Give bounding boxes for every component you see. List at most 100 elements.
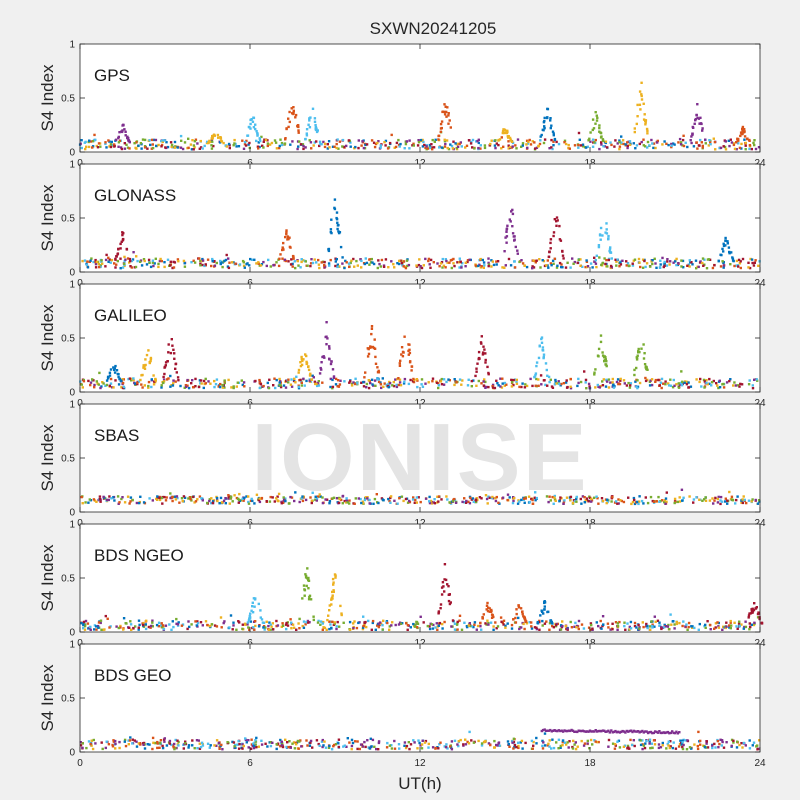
data-point bbox=[319, 495, 322, 498]
data-point bbox=[83, 141, 86, 144]
data-point bbox=[318, 266, 321, 270]
data-point bbox=[595, 265, 598, 269]
data-point bbox=[679, 141, 683, 144]
data-point bbox=[431, 138, 434, 142]
data-point bbox=[453, 378, 456, 381]
data-point bbox=[467, 624, 470, 627]
data-point bbox=[153, 741, 157, 745]
data-point bbox=[443, 113, 447, 116]
data-point bbox=[158, 746, 161, 749]
data-point bbox=[735, 264, 738, 267]
data-point bbox=[445, 110, 448, 114]
data-point bbox=[595, 114, 598, 117]
data-point bbox=[151, 143, 154, 146]
data-point bbox=[436, 262, 439, 265]
data-point bbox=[657, 495, 660, 499]
data-point bbox=[571, 729, 575, 732]
data-point bbox=[311, 107, 315, 110]
data-point bbox=[700, 385, 703, 388]
data-point bbox=[754, 259, 757, 262]
data-point bbox=[129, 259, 132, 263]
data-point bbox=[641, 743, 644, 746]
data-point bbox=[302, 358, 305, 361]
data-point bbox=[236, 743, 239, 746]
data-point bbox=[718, 386, 722, 389]
data-point bbox=[336, 227, 339, 231]
data-point bbox=[653, 625, 656, 628]
data-point bbox=[713, 499, 716, 502]
data-point bbox=[273, 377, 276, 380]
y-axis-label: S4 Index bbox=[38, 184, 57, 252]
data-point bbox=[710, 381, 714, 384]
data-point bbox=[552, 132, 555, 135]
data-point bbox=[227, 266, 231, 270]
data-point bbox=[546, 610, 549, 614]
data-point bbox=[590, 497, 593, 501]
data-point bbox=[294, 266, 297, 270]
data-point bbox=[577, 377, 580, 381]
data-point bbox=[385, 620, 389, 623]
data-point bbox=[297, 131, 300, 134]
data-point bbox=[587, 730, 590, 733]
data-point bbox=[112, 366, 115, 369]
data-point bbox=[559, 496, 562, 499]
x-tick-label: 0 bbox=[77, 278, 83, 289]
data-point bbox=[523, 616, 526, 620]
data-point bbox=[559, 384, 562, 387]
data-point bbox=[721, 260, 724, 263]
data-point bbox=[334, 576, 337, 579]
data-point bbox=[99, 619, 103, 622]
data-point bbox=[481, 616, 484, 619]
data-point bbox=[408, 348, 411, 351]
data-point bbox=[87, 740, 91, 743]
data-point bbox=[321, 501, 325, 505]
data-point bbox=[369, 261, 373, 264]
data-point bbox=[420, 747, 424, 750]
data-point bbox=[719, 738, 722, 741]
data-point bbox=[304, 498, 308, 502]
data-point bbox=[229, 495, 233, 498]
data-point bbox=[279, 745, 282, 748]
data-point bbox=[84, 619, 88, 623]
data-point bbox=[355, 259, 358, 263]
data-point bbox=[312, 144, 315, 147]
data-point bbox=[151, 146, 155, 150]
data-point bbox=[588, 729, 592, 732]
data-point bbox=[651, 731, 654, 735]
data-point bbox=[638, 103, 642, 106]
data-point bbox=[408, 351, 412, 355]
data-point bbox=[443, 745, 446, 748]
data-point bbox=[89, 625, 92, 629]
data-point bbox=[354, 377, 357, 380]
data-point bbox=[331, 497, 334, 500]
data-point bbox=[608, 249, 611, 253]
data-point bbox=[124, 622, 127, 625]
data-point bbox=[487, 495, 490, 498]
data-point bbox=[569, 387, 573, 390]
data-point bbox=[538, 620, 541, 624]
data-point bbox=[275, 497, 278, 500]
data-point bbox=[464, 265, 467, 268]
data-point bbox=[585, 260, 589, 263]
data-point bbox=[626, 744, 630, 748]
data-point bbox=[645, 739, 648, 743]
data-point bbox=[389, 501, 392, 504]
data-point bbox=[701, 257, 705, 260]
data-point bbox=[368, 498, 371, 502]
data-point bbox=[669, 613, 672, 616]
data-point bbox=[279, 385, 283, 389]
data-point bbox=[443, 590, 446, 593]
data-point bbox=[169, 141, 173, 144]
data-point bbox=[120, 497, 123, 501]
data-point bbox=[277, 499, 280, 503]
data-point bbox=[174, 145, 177, 148]
data-point bbox=[513, 266, 517, 269]
data-point bbox=[567, 143, 570, 147]
data-point bbox=[124, 134, 127, 137]
data-point bbox=[598, 729, 602, 733]
data-point bbox=[402, 382, 406, 385]
data-point bbox=[450, 625, 453, 628]
data-point bbox=[290, 621, 293, 624]
data-point bbox=[598, 233, 602, 236]
data-point bbox=[609, 141, 612, 144]
